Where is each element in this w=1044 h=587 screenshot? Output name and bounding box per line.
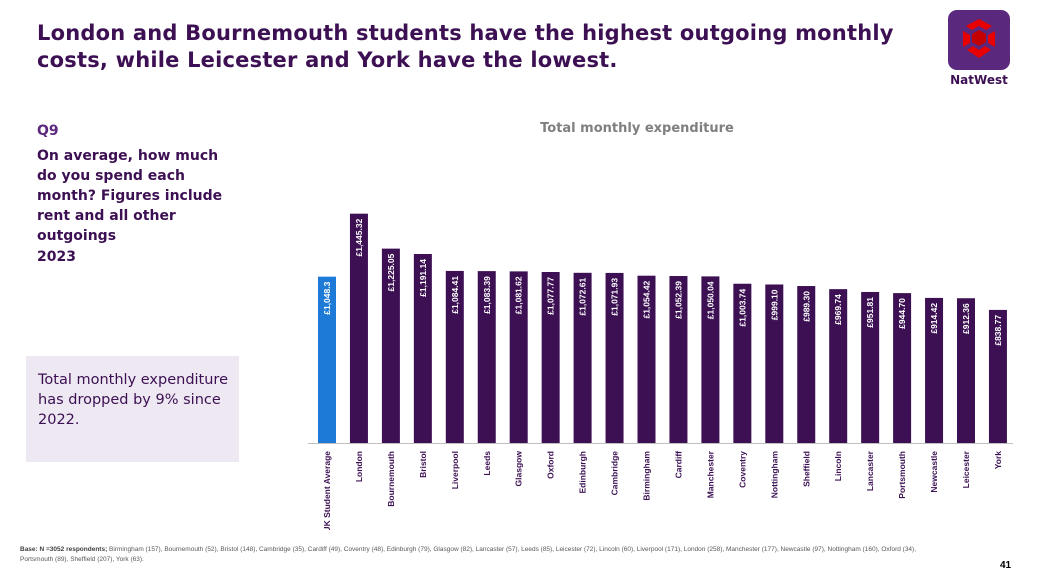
callout-box: Total monthly expenditure has dropped by…: [26, 356, 239, 462]
category-label: Lincoln: [833, 451, 843, 481]
question-text: On average, how much do you spend each m…: [37, 148, 223, 244]
category-label: Birmingham: [642, 451, 652, 501]
bar-value-label: £989.30: [801, 291, 811, 322]
chart-bar: [413, 254, 432, 443]
chart-bar: [701, 276, 720, 443]
category-label: Edinburgh: [578, 451, 588, 494]
chevron-cube-icon: [963, 19, 995, 58]
bar-value-label: £969.74: [833, 294, 843, 325]
bar-value-label: £951.81: [865, 297, 875, 328]
chart-bar: [445, 270, 464, 443]
category-label: Portsmouth: [897, 451, 907, 499]
chart-bar: [509, 271, 528, 443]
bar-value-label: £1,445.32: [354, 218, 364, 256]
bar-value-label: £1,050.04: [705, 281, 715, 319]
category-label: Glasgow: [514, 451, 524, 487]
brand-name: NatWest: [950, 73, 1008, 87]
chart-title: Total monthly expenditure: [540, 121, 734, 136]
chart-bar: [957, 298, 975, 443]
category-label: Coventry: [737, 451, 747, 488]
bar-value-label: £999.10: [769, 289, 779, 320]
footnote: Base: N =3052 respondents; Birmingham (1…: [20, 545, 920, 565]
chart-bar: [861, 291, 880, 443]
category-label: Leeds: [482, 451, 492, 476]
chart-bar: [733, 283, 752, 443]
category-label: Liverpool: [450, 451, 460, 489]
category-label: Manchester: [705, 450, 715, 498]
category-label: Cardiff: [673, 451, 683, 479]
bar-chart: £1,048.3 UK Student Average £1,445.32 Londo…: [308, 213, 1013, 530]
bar-value-label: £1,081.62: [514, 276, 524, 314]
chart-bar: [349, 213, 368, 443]
category-label: Lancaster: [865, 450, 875, 491]
chart-bar: [573, 272, 592, 443]
footnote-respondents: Birmingham (157), Bournemouth (52), Bris…: [20, 546, 917, 563]
chart-bar: [797, 286, 816, 443]
chart-bar: [765, 284, 784, 443]
bar-value-label: £1,071.93: [610, 278, 620, 316]
chart-bar: [988, 309, 1007, 443]
bar-value-label: £944.70: [897, 298, 907, 329]
category-label: Sheffield: [801, 451, 811, 487]
callout-text: Total monthly expenditure has dropped by…: [38, 372, 228, 428]
chart-bar: [477, 271, 496, 443]
bar-value-label: £1,003.74: [737, 288, 747, 326]
chart-bar: [829, 289, 848, 443]
category-label: Oxford: [546, 451, 556, 479]
bar-value-label: £1,225.05: [386, 253, 396, 291]
bar-value-label: £912.36: [961, 303, 971, 334]
category-label: Bournemouth: [386, 451, 396, 507]
chart-bar: [925, 297, 944, 443]
chart-bar: [605, 272, 624, 443]
category-label: York: [993, 451, 1003, 470]
category-label: London: [354, 451, 364, 482]
category-label: Leicester: [961, 450, 971, 488]
chart-bar: [637, 275, 656, 443]
question-label: Q9: [37, 123, 59, 139]
bar-value-label: £1,052.39: [673, 281, 683, 319]
chart-bar: [541, 271, 560, 443]
bar-value-label: £1,191.14: [418, 259, 428, 297]
category-label: Nottingham: [769, 451, 779, 499]
bar-value-label: £1,048.3: [322, 281, 332, 314]
natwest-logo-mark: [948, 10, 1010, 70]
category-label: Cambridge: [610, 451, 620, 496]
chart-bar: [893, 293, 912, 443]
bar-value-label: £1,054.42: [642, 280, 652, 318]
category-label: Newcastle: [929, 451, 939, 493]
natwest-logo: NatWest: [948, 10, 1010, 87]
bar-value-label: £914.42: [929, 303, 939, 334]
chart-bar: [318, 276, 336, 443]
slide-title: London and Bournemouth students have the…: [37, 21, 894, 72]
question-year: 2023: [37, 249, 76, 265]
page-number: 41: [1000, 560, 1012, 571]
category-label: UK Student Average: [322, 451, 332, 530]
bar-value-label: £1,072.61: [578, 278, 588, 316]
category-label: Bristol: [418, 451, 428, 478]
chart-bar: [669, 276, 688, 443]
chart-bar: [381, 248, 400, 443]
bar-value-label: £1,083.39: [482, 276, 492, 314]
footnote-base: Base: N =3052 respondents;: [20, 546, 108, 553]
bar-value-label: £838.77: [993, 315, 1003, 346]
bar-value-label: £1,084.41: [450, 276, 460, 314]
bar-value-label: £1,077.77: [546, 277, 556, 315]
